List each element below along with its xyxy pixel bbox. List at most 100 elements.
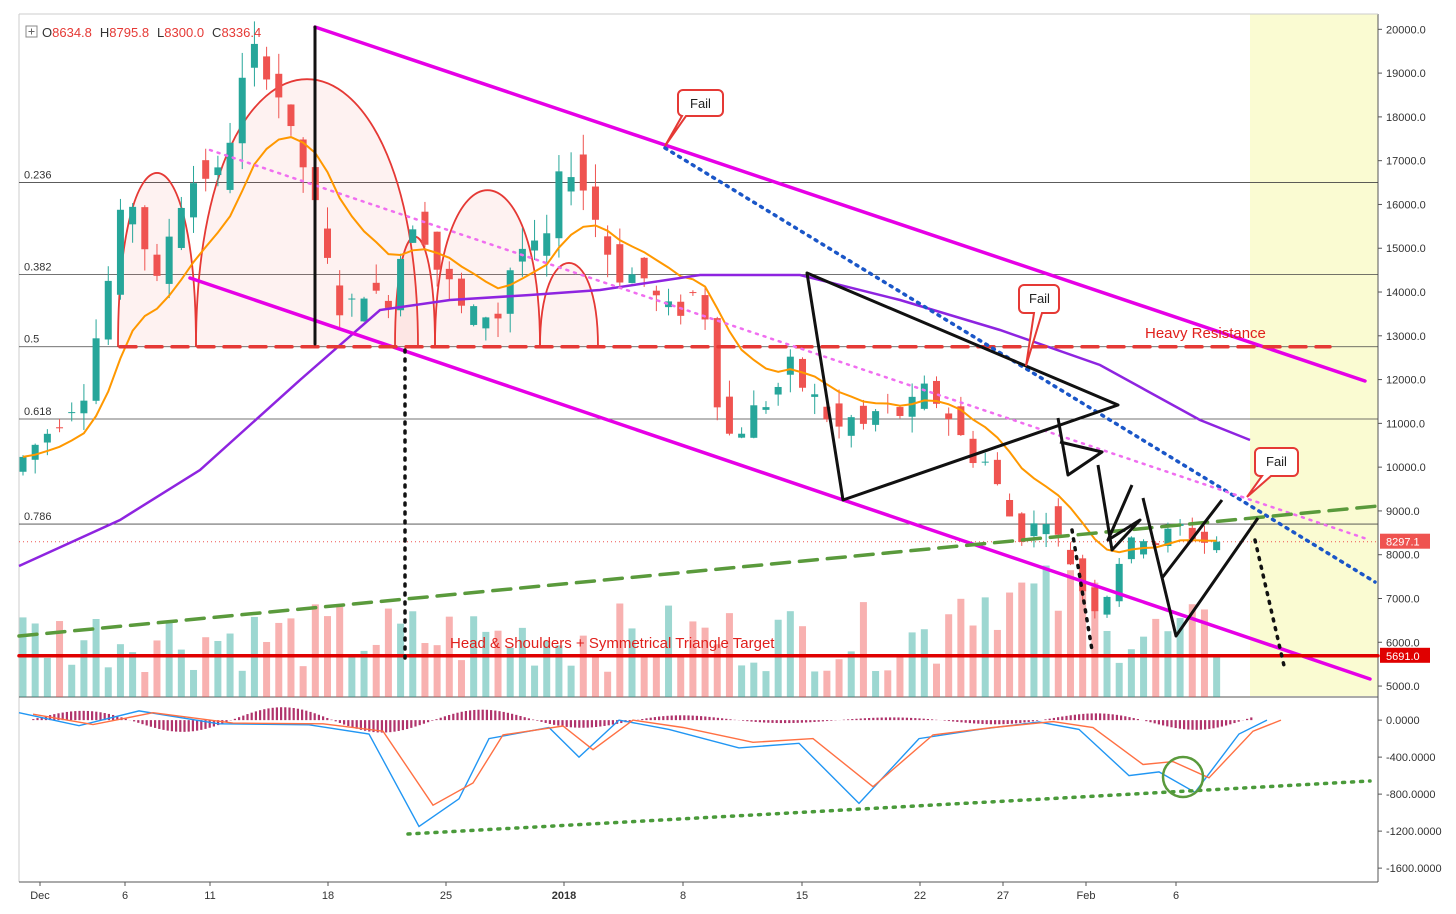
- candle-body: [591, 186, 599, 220]
- volume-bar: [226, 633, 234, 697]
- price-tick-label: 7000.0: [1386, 593, 1420, 605]
- macd-histogram-bar: [95, 711, 98, 721]
- macd-histogram-bar: [922, 718, 925, 721]
- macd-histogram-bar: [1069, 715, 1072, 721]
- macd-histogram-bar: [225, 720, 228, 723]
- fail-callout-1: Fail: [664, 89, 724, 147]
- candle-body: [945, 413, 953, 420]
- macd-histogram-bar: [511, 713, 514, 721]
- time-tick-label: 6: [122, 890, 128, 902]
- macd-histogram-bar: [1036, 720, 1039, 721]
- volume-bar: [1030, 583, 1038, 697]
- candle-body: [141, 207, 149, 250]
- macd-histogram-bar: [813, 720, 816, 722]
- macd-histogram-bar: [1187, 720, 1190, 730]
- macd-histogram-bar: [317, 714, 320, 721]
- volume-bar: [43, 657, 51, 697]
- candle-body: [1152, 543, 1160, 546]
- macd-histogram-bar: [305, 710, 308, 721]
- macd-histogram-bar: [443, 716, 446, 721]
- macd-histogram-bar: [729, 719, 732, 721]
- macd-histogram-bar: [876, 717, 879, 721]
- macd-histogram-bar: [1027, 720, 1030, 722]
- macd-histogram-bar: [599, 720, 602, 727]
- candle-body: [153, 254, 161, 276]
- volume-bar: [640, 654, 648, 697]
- projection-dotted-3: [1253, 538, 1287, 672]
- macd-histogram-bar: [418, 720, 421, 726]
- macd-histogram: [32, 707, 1253, 733]
- macd-histogram-bar: [313, 713, 316, 721]
- candle-body: [116, 209, 124, 295]
- macd-histogram-bar: [133, 720, 136, 722]
- candle-body: [713, 318, 721, 408]
- macd-histogram-bar: [448, 714, 451, 721]
- target-label: Head & Shoulders + Symmetrical Triangle …: [450, 635, 775, 652]
- macd-histogram-bar: [998, 720, 1001, 725]
- volume-bar: [908, 632, 916, 697]
- macd-histogram-bar: [473, 709, 476, 721]
- macd-tick-label: -1600.0000: [1386, 863, 1442, 875]
- forecast-zone: [1250, 14, 1378, 696]
- candle-body: [896, 407, 904, 416]
- macd-histogram-bar: [1178, 720, 1181, 729]
- macd-histogram-bar: [1250, 717, 1253, 721]
- macd-histogram-bar: [61, 712, 64, 721]
- macd-histogram-bar: [99, 712, 102, 721]
- volume-bar: [1042, 565, 1050, 697]
- candle-body: [1018, 513, 1026, 543]
- macd-histogram-bar: [1082, 713, 1085, 721]
- candle-body: [226, 142, 234, 190]
- volume-bar: [299, 666, 307, 697]
- volume-bar: [1079, 585, 1087, 697]
- macd-histogram-bar: [981, 720, 984, 724]
- macd-histogram-bar: [57, 713, 60, 721]
- volume-bar: [1103, 630, 1111, 697]
- macd-histogram-bar: [578, 720, 581, 728]
- volume-bar: [713, 644, 721, 697]
- candle-body: [689, 292, 697, 294]
- macd-histogram-bar: [964, 720, 967, 723]
- macd-histogram-bar: [914, 718, 917, 721]
- candle-body: [445, 268, 453, 280]
- candle-body: [1066, 549, 1074, 565]
- macd-histogram-bar: [275, 707, 278, 721]
- macd-histogram-bar: [485, 709, 488, 721]
- macd-histogram-bar: [490, 710, 493, 721]
- macd-histogram-bar: [32, 719, 35, 721]
- macd-histogram-bar: [586, 720, 589, 728]
- candle-body: [68, 412, 76, 414]
- channel-upper-line: [313, 25, 1367, 383]
- macd-histogram-bar: [355, 720, 358, 729]
- high-value: 8795.8: [109, 25, 149, 40]
- macd-histogram-bar: [347, 720, 350, 727]
- volume-bar: [896, 656, 904, 697]
- macd-histogram-bar: [779, 720, 782, 724]
- macd-histogram-bar: [792, 720, 795, 723]
- macd-histogram-bar: [376, 720, 379, 733]
- volume-bar: [531, 665, 539, 697]
- candle-body: [1127, 537, 1135, 560]
- volume-bar: [482, 631, 490, 697]
- macd-histogram-bar: [851, 719, 854, 721]
- volume-bar: [604, 671, 612, 697]
- macd-histogram-bar: [859, 718, 862, 721]
- macd-histogram-bar: [296, 708, 299, 721]
- candle-body: [604, 236, 612, 255]
- fail-callout-2-text: Fail: [1029, 291, 1050, 306]
- volume-bar: [287, 618, 295, 697]
- macd-histogram-bar: [830, 720, 833, 721]
- macd-histogram-bar: [544, 720, 547, 723]
- macd-histogram-bar: [1191, 720, 1194, 730]
- macd-histogram-bar: [687, 715, 690, 721]
- macd-histogram-bar: [1061, 716, 1064, 721]
- macd-support-dotted: [406, 779, 1372, 836]
- macd-histogram-bar: [1023, 720, 1026, 723]
- candle-body: [275, 73, 283, 98]
- macd-histogram-bar: [1216, 720, 1219, 728]
- macd-histogram-bar: [704, 716, 707, 721]
- macd-histogram-bar: [1246, 718, 1249, 721]
- macd-histogram-bar: [691, 715, 694, 721]
- macd-histogram-bar: [267, 708, 270, 721]
- macd-histogram-bar: [901, 717, 904, 721]
